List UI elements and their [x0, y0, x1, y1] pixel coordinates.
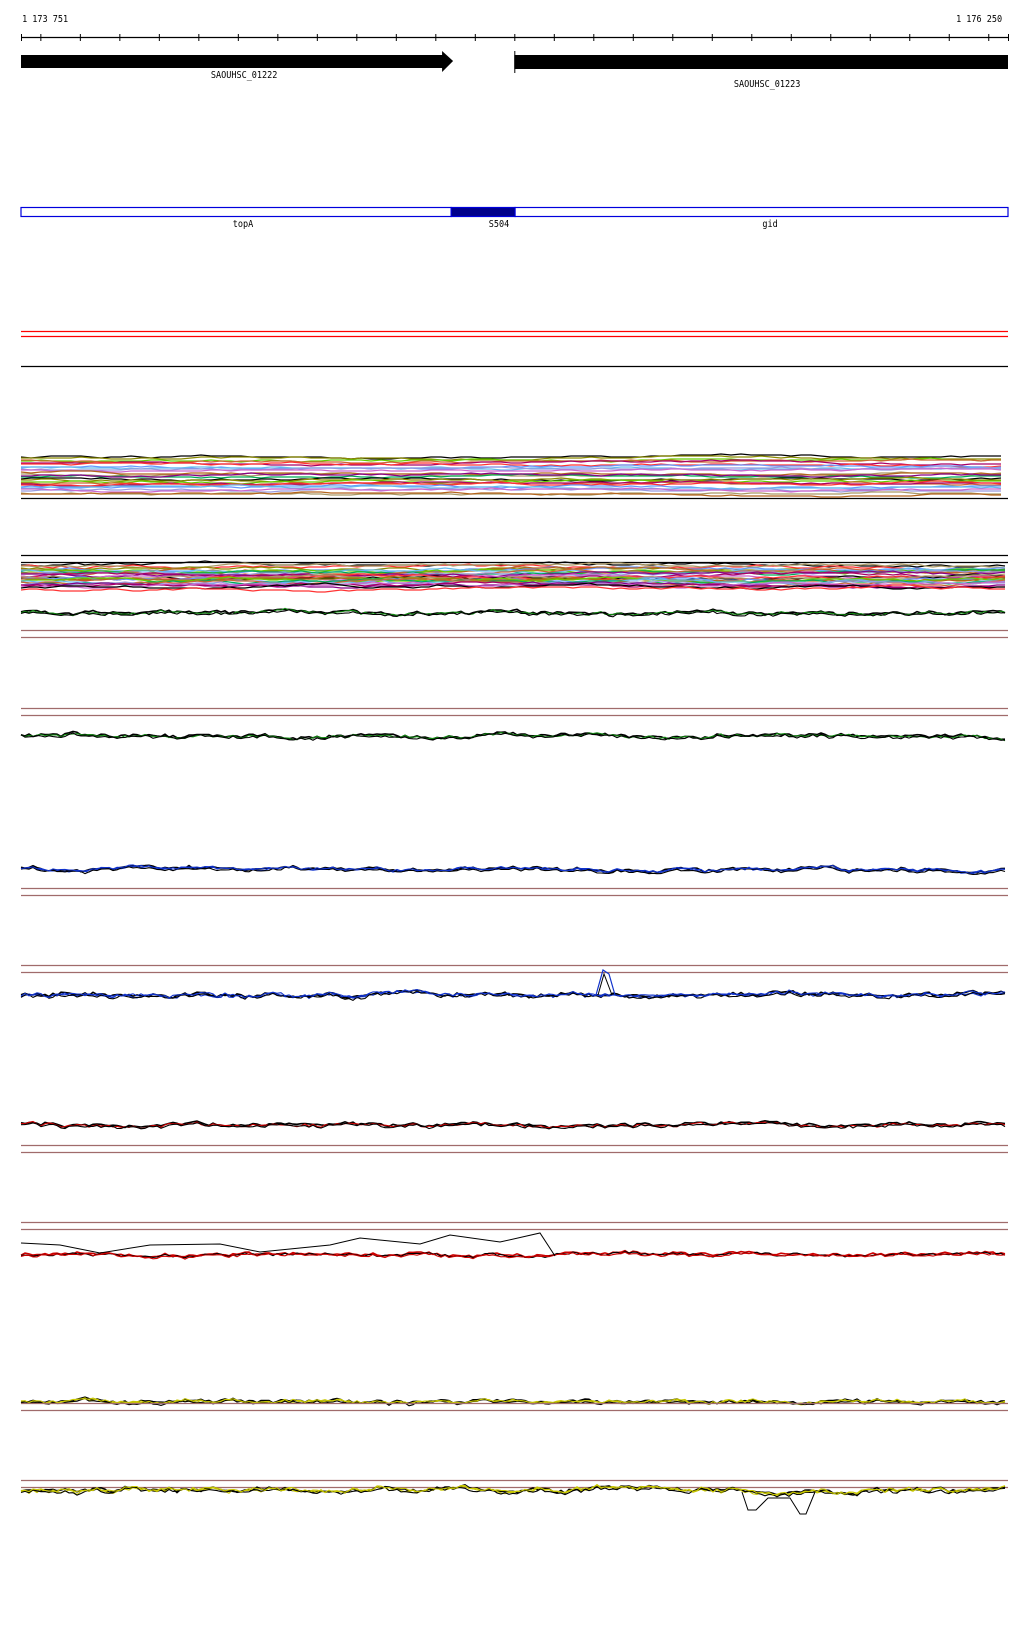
annotation-segment-gid [514, 206, 1009, 218]
expression-line [21, 487, 1001, 493]
blue-track-line [20, 990, 1006, 1002]
expression-line [21, 573, 1006, 581]
annotation-segment-s504 [450, 206, 516, 218]
blue-track-line [20, 865, 1006, 876]
black-track-dip [741, 1491, 816, 1515]
expression-line [21, 480, 1002, 487]
expression-line [21, 479, 1001, 485]
expression-line [21, 484, 1002, 490]
yellow-track-line [20, 1483, 1006, 1496]
red-track-line [20, 1119, 1006, 1129]
gene-bar-saouhsc-01223 [514, 55, 1008, 69]
gene-label-saouhsc-01222: SAOUHSC_01222 [210, 70, 278, 81]
expression-line [20, 584, 1005, 593]
expression-line [21, 472, 1001, 478]
blue-track-line [20, 864, 1006, 874]
expression-line [21, 491, 1001, 498]
gene-arrow-saouhsc-01222 [21, 51, 454, 72]
expression-line [20, 576, 1005, 584]
ruler-end-label: 1 176 250 [955, 14, 1002, 25]
expression-line [20, 466, 1001, 471]
annotation-segment-topa [20, 206, 452, 218]
yellow-track-line [20, 1398, 1006, 1407]
expression-line [21, 476, 1001, 483]
expression-line [21, 458, 1001, 464]
green-track-line [20, 730, 1006, 741]
gene-label-saouhsc-01223: SAOUHSC_01223 [733, 79, 801, 90]
blue-track-line [20, 989, 1006, 999]
ruler-start-label: 1 173 751 [22, 14, 69, 25]
expression-line [20, 578, 1006, 588]
expression-line [20, 466, 1002, 471]
black-track-spike [597, 972, 613, 996]
expression-line [21, 457, 1001, 463]
red-track-line [20, 1251, 1006, 1260]
annotation-label-s504: S504 [488, 219, 510, 230]
yellow-track-line [20, 1397, 1006, 1405]
black-track-bump [20, 1232, 556, 1257]
red-track-line [20, 1121, 1006, 1130]
green-track-line [20, 609, 1006, 618]
green-track-line [20, 732, 1006, 741]
expression-line [20, 581, 1005, 589]
expression-line [21, 467, 1002, 473]
annotation-label-gid: gid [762, 219, 778, 230]
annotation-label-topa: topA [232, 219, 254, 230]
expression-line [21, 471, 1002, 478]
blue-track-spike [595, 969, 616, 996]
expression-line [20, 453, 1001, 460]
red-track-line [20, 1250, 1006, 1259]
